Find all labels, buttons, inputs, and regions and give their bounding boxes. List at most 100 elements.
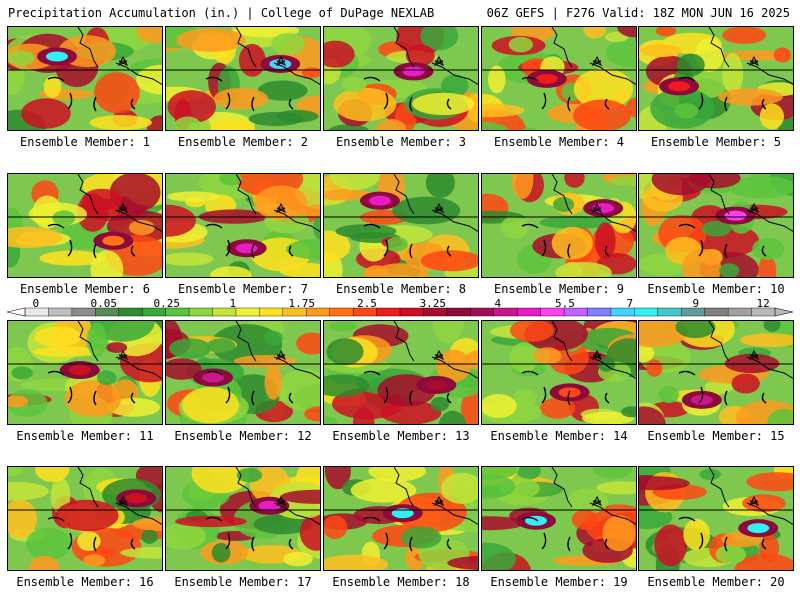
precip-blob bbox=[752, 237, 785, 260]
member-map-panel bbox=[7, 320, 163, 425]
precip-blob bbox=[430, 396, 450, 412]
coastline bbox=[393, 467, 478, 525]
precip-blob bbox=[83, 554, 106, 567]
precip-blob bbox=[581, 411, 635, 424]
precip-blob bbox=[571, 509, 598, 530]
precip-blob bbox=[401, 526, 442, 549]
precip-core-max bbox=[202, 372, 225, 383]
island-outline-small bbox=[117, 202, 129, 214]
precip-blob bbox=[257, 80, 308, 101]
precip-blob bbox=[82, 188, 122, 211]
precip-blob bbox=[329, 321, 357, 332]
precip-blob bbox=[553, 197, 575, 212]
precip-blob bbox=[596, 481, 636, 495]
precip-blob bbox=[219, 174, 242, 186]
colorbar-segment bbox=[118, 307, 143, 317]
colorbar-segment bbox=[259, 307, 284, 317]
precip-blob bbox=[120, 546, 162, 559]
coastline bbox=[77, 467, 162, 525]
precip-blob bbox=[176, 28, 246, 52]
coastline bbox=[708, 174, 793, 232]
coastline bbox=[77, 174, 162, 232]
precip-blob bbox=[324, 554, 389, 570]
precip-field-map bbox=[166, 174, 320, 277]
precip-blob bbox=[654, 524, 687, 567]
precip-blob bbox=[583, 27, 607, 39]
member-map-panel bbox=[7, 466, 163, 571]
colorbar-segment bbox=[470, 307, 495, 317]
precip-field-map bbox=[639, 321, 793, 424]
precip-blob bbox=[564, 174, 585, 188]
member-map-panel bbox=[323, 320, 479, 425]
island-outlines bbox=[363, 370, 452, 406]
member-map-panel bbox=[165, 320, 321, 425]
colorbar-tick-label: 5.5 bbox=[555, 297, 575, 310]
island-outline-small bbox=[275, 349, 287, 361]
precip-blob bbox=[280, 489, 320, 504]
precip-blob bbox=[688, 174, 741, 189]
precip-blob bbox=[275, 109, 319, 123]
precip-blob bbox=[683, 518, 711, 551]
island-outlines bbox=[521, 516, 610, 552]
colorbar-segment bbox=[376, 307, 401, 317]
colorbar-segment bbox=[446, 307, 472, 317]
precip-blob bbox=[658, 386, 680, 403]
island-outlines bbox=[521, 223, 610, 259]
precip-blob bbox=[77, 531, 101, 551]
precip-blob bbox=[210, 324, 283, 365]
member-label: Ensemble Member: 18 bbox=[332, 575, 470, 589]
precip-blob bbox=[609, 175, 636, 187]
precip-blob bbox=[646, 359, 663, 377]
precip-blob bbox=[380, 400, 442, 424]
precip-blob bbox=[420, 27, 459, 51]
island-outlines bbox=[678, 223, 767, 259]
precip-blob bbox=[8, 50, 35, 66]
precip-blob bbox=[482, 394, 517, 418]
precip-blob bbox=[211, 543, 231, 563]
precip-field-map bbox=[166, 27, 320, 130]
island-outlines bbox=[47, 516, 136, 552]
precip-blob bbox=[488, 65, 506, 94]
island-outline-small bbox=[275, 55, 287, 67]
member-label: Ensemble Member: 7 bbox=[177, 282, 309, 296]
member-map-panel bbox=[7, 26, 163, 131]
precip-blob bbox=[509, 342, 539, 373]
precip-blob bbox=[460, 388, 478, 424]
island-outlines bbox=[521, 76, 610, 112]
precip-blob bbox=[206, 338, 236, 354]
precip-blob bbox=[482, 542, 516, 570]
precip-blob bbox=[420, 250, 478, 272]
precip-blob bbox=[363, 265, 390, 277]
precip-blob bbox=[182, 387, 240, 424]
member-map-panel bbox=[638, 173, 794, 278]
colorbar-tick-label: 7 bbox=[626, 297, 634, 310]
member-label: Ensemble Member: 4 bbox=[493, 135, 625, 149]
member-label: Ensemble Member: 10 bbox=[647, 282, 785, 296]
precip-core-max bbox=[668, 81, 691, 92]
precip-blob bbox=[767, 408, 793, 424]
precip-blob bbox=[551, 226, 593, 260]
coastline bbox=[708, 27, 793, 85]
precip-blob bbox=[264, 365, 282, 400]
colorbar-segment bbox=[48, 307, 73, 317]
precip-blob bbox=[573, 68, 633, 110]
member-label: Ensemble Member: 9 bbox=[493, 282, 625, 296]
precip-core-max bbox=[391, 508, 414, 519]
precip-blob bbox=[253, 514, 313, 535]
precip-blob bbox=[639, 406, 666, 424]
member-map-panel bbox=[638, 320, 794, 425]
island-outlines bbox=[47, 223, 136, 259]
island-outline-small bbox=[433, 349, 445, 361]
precip-field-map bbox=[8, 174, 162, 277]
precip-blob bbox=[34, 326, 82, 347]
precip-blob bbox=[11, 366, 33, 380]
island-outlines bbox=[47, 370, 136, 406]
precip-blob bbox=[277, 368, 320, 411]
precip-blob bbox=[333, 87, 397, 122]
precip-blob bbox=[64, 380, 122, 418]
precip-blob bbox=[438, 410, 467, 424]
precip-field-map bbox=[639, 467, 793, 570]
member-map-panel bbox=[323, 26, 479, 131]
precip-blob bbox=[8, 481, 49, 501]
precip-blob bbox=[508, 36, 533, 53]
